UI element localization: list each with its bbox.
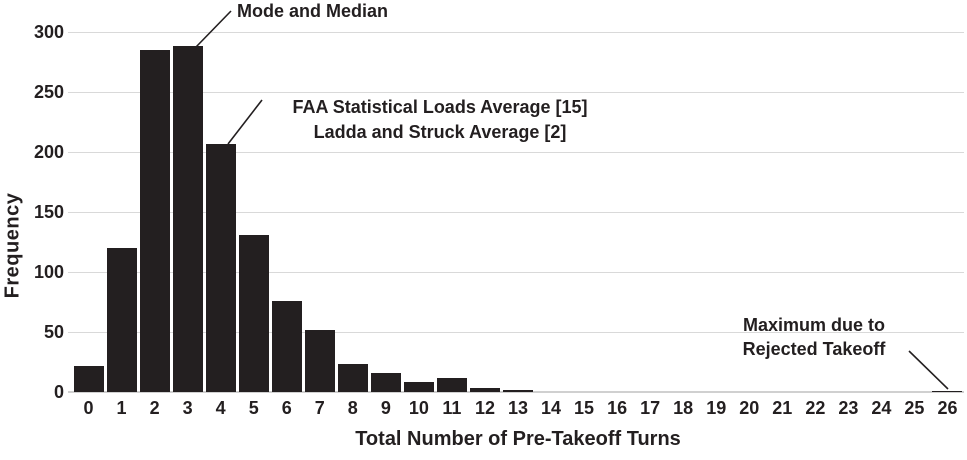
y-tick-label-300: 300 — [33, 22, 64, 42]
x-tick-label-14: 14 — [541, 398, 562, 418]
annotation-rejected-takeoff-line-1: Maximum due to — [742, 315, 885, 335]
x-tick-label-15: 15 — [574, 398, 595, 418]
plot-area — [68, 32, 964, 393]
x-tick-label-23: 23 — [838, 398, 859, 418]
gridline-50 — [68, 332, 964, 333]
x-tick-label-3: 3 — [182, 398, 193, 418]
x-tick-label-10: 10 — [408, 398, 429, 418]
bar-10 — [403, 382, 434, 392]
bar-3 — [172, 46, 203, 392]
bar-11 — [436, 377, 467, 392]
bar-5 — [238, 234, 269, 392]
bar-8 — [337, 364, 368, 392]
bar-1 — [106, 248, 137, 392]
y-tick-label-150: 150 — [33, 202, 64, 222]
bar-6 — [271, 300, 302, 392]
x-axis-line — [68, 391, 964, 393]
x-tick-label-5: 5 — [248, 398, 259, 418]
annotation-rejected-takeoff: Maximum due to Rejected Takeoff — [714, 313, 914, 361]
x-tick-label-25: 25 — [904, 398, 925, 418]
x-tick-label-2: 2 — [149, 398, 160, 418]
x-tick-label-13: 13 — [507, 398, 529, 418]
x-tick-label-21: 21 — [772, 398, 793, 418]
bar-9 — [370, 372, 401, 392]
x-tick-label-24: 24 — [871, 398, 892, 418]
bar-7 — [304, 329, 335, 392]
y-tick-label-50: 50 — [43, 322, 64, 342]
annotation-mode-median: Mode and Median — [237, 1, 388, 22]
annotation-mode-median-text: Mode and Median — [237, 1, 389, 21]
bar-4 — [205, 143, 236, 392]
x-tick-label-22: 22 — [805, 398, 826, 418]
y-tick-label-250: 250 — [33, 82, 64, 102]
gridline-100 — [68, 272, 964, 273]
bar-0 — [73, 365, 104, 392]
annotation-faa-averages: FAA Statistical Loads Average [15] Ladda… — [260, 95, 620, 145]
gridline-250 — [68, 92, 964, 93]
x-tick-label-20: 20 — [739, 398, 760, 418]
bar-13 — [503, 389, 533, 392]
x-tick-label-16: 16 — [607, 398, 628, 418]
annotation-faa-line-1: FAA Statistical Loads Average [15] — [292, 97, 588, 117]
x-axis-title: Total Number of Pre-Takeoff Turns — [355, 428, 681, 450]
y-tick-label-0: 0 — [53, 382, 64, 402]
x-tick-label-1: 1 — [116, 398, 127, 418]
x-tick-label-12: 12 — [474, 398, 495, 418]
x-tick-label-18: 18 — [673, 398, 694, 418]
gridline-300 — [68, 32, 964, 33]
bar-2 — [139, 50, 170, 392]
x-tick-label-17: 17 — [640, 398, 661, 418]
y-tick-label-100: 100 — [33, 262, 64, 282]
x-tick-label-4: 4 — [215, 398, 226, 418]
x-tick-label-8: 8 — [347, 398, 358, 418]
gridline-200 — [68, 152, 964, 153]
annotation-rejected-takeoff-line-2: Rejected Takeoff — [742, 339, 886, 359]
x-tick-label-6: 6 — [281, 398, 292, 418]
x-tick-label-19: 19 — [706, 398, 727, 418]
x-tick-label-7: 7 — [314, 398, 325, 418]
x-tick-label-11: 11 — [442, 398, 462, 418]
x-tick-label-0: 0 — [83, 398, 94, 418]
bar-26 — [932, 390, 963, 392]
x-tick-label-26: 26 — [937, 398, 958, 418]
bar-12 — [469, 388, 500, 392]
annotation-faa-line-2: Ladda and Struck Average [2] — [313, 122, 567, 142]
gridline-150 — [68, 212, 964, 213]
y-tick-label-200: 200 — [33, 142, 64, 162]
x-tick-label-9: 9 — [380, 398, 391, 418]
